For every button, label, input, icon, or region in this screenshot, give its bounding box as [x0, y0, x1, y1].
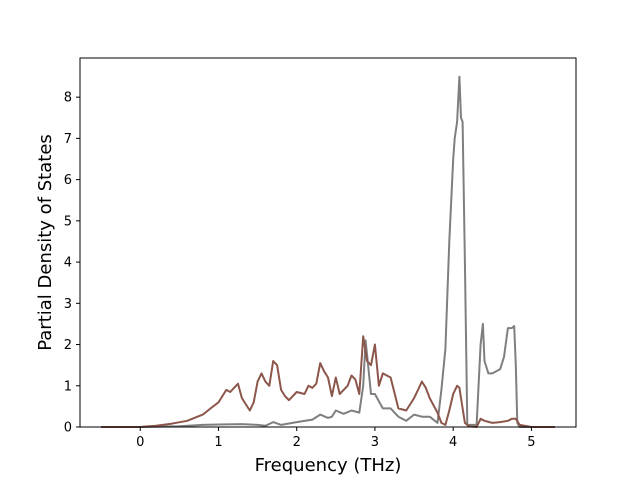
- x-tick-label: 2: [293, 435, 301, 450]
- series-line-1: [101, 75, 555, 428]
- x-tick-label: 4: [449, 435, 457, 450]
- plot-lines: [101, 75, 555, 428]
- x-tick-label: 1: [214, 435, 222, 450]
- x-ticks: 0 1 2 3 4 5: [136, 427, 536, 450]
- y-axis-label: Partial Density of States: [35, 134, 56, 351]
- plot-frame: [79, 57, 577, 428]
- y-ticks: 0 1 2 3 4 5 6 7 8: [64, 91, 80, 436]
- x-tick-label: 5: [527, 435, 535, 450]
- y-tick-label: 0: [64, 421, 72, 436]
- y-tick-label: 6: [64, 173, 72, 188]
- y-tick-label: 3: [64, 297, 72, 312]
- y-tick-label: 7: [64, 132, 72, 147]
- series-line-2: [101, 335, 555, 428]
- x-tick-label: 3: [371, 435, 379, 450]
- y-tick-label: 1: [64, 379, 72, 394]
- y-tick-label: 8: [64, 91, 72, 106]
- y-tick-label: 5: [64, 214, 72, 229]
- x-tick-label: 0: [136, 435, 144, 450]
- y-tick-label: 4: [64, 256, 72, 271]
- y-tick-label: 2: [64, 338, 72, 353]
- x-axis-label: Frequency (THz): [255, 455, 402, 476]
